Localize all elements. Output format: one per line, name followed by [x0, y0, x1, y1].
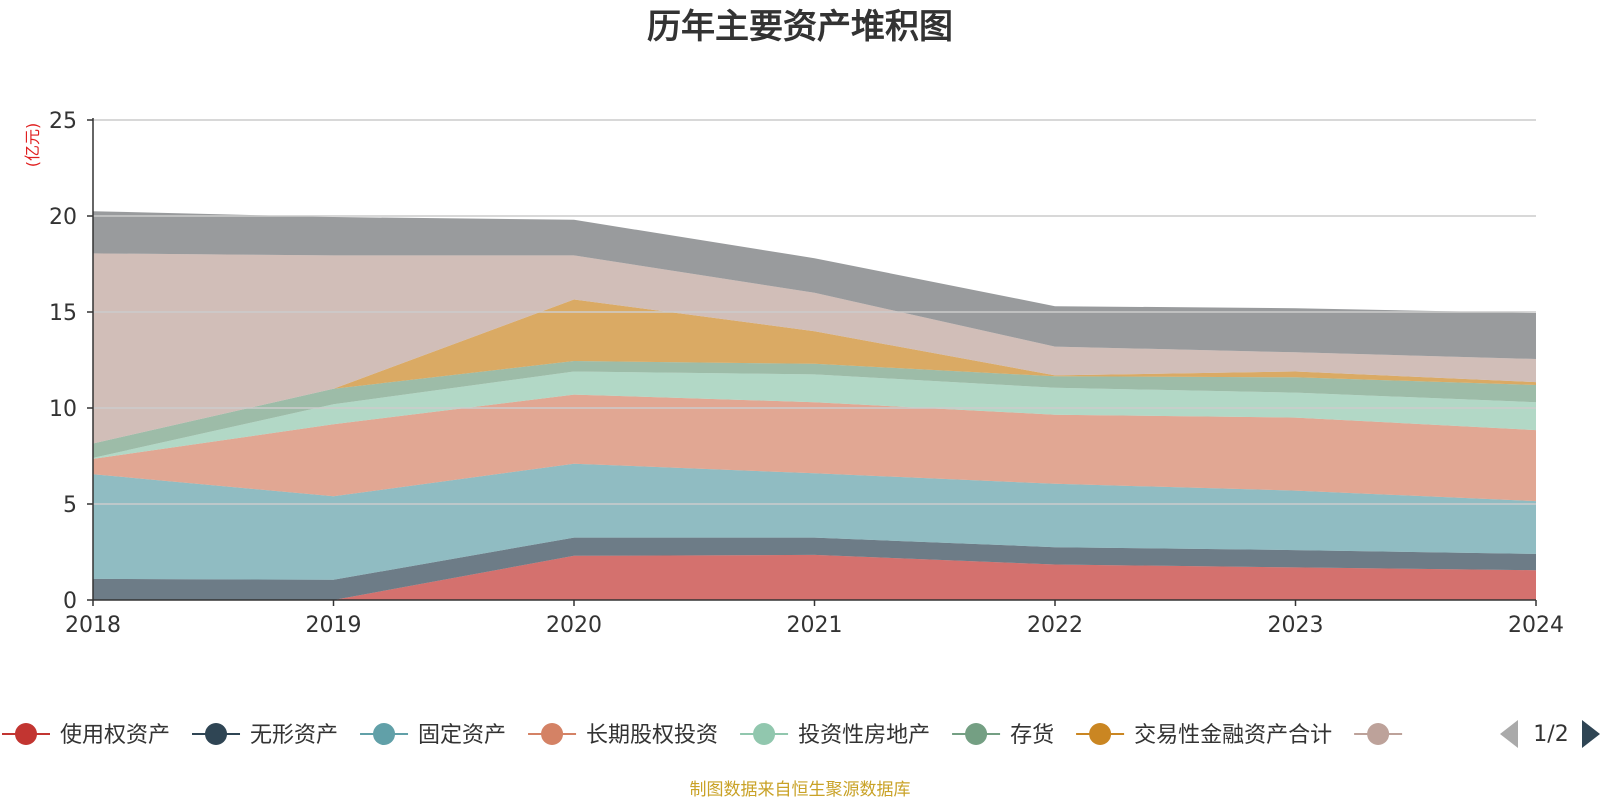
x-tick-label: 2024 [1508, 613, 1564, 638]
y-tick-label: 5 [63, 493, 77, 518]
legend-marker-icon [1089, 723, 1112, 745]
x-tick-label: 2018 [65, 613, 121, 638]
x-tick-label: 2020 [546, 613, 602, 638]
legend-marker-icon [965, 723, 988, 745]
y-tick-label: 10 [49, 397, 77, 422]
legend-marker-icon [1367, 723, 1390, 745]
area-series-3 [93, 463, 1536, 580]
legend-item-1[interactable]: 使用权资产 [2, 723, 170, 748]
area-series-6 [93, 361, 1536, 458]
legend-label: 长期股权投资 [586, 723, 718, 748]
legend-item-2[interactable]: 无形资产 [192, 723, 338, 748]
legend-label: 存货 [1010, 723, 1054, 748]
legend-marker-icon [753, 723, 776, 745]
legend-item-5[interactable]: 投资性房地产 [740, 723, 930, 748]
legend-page-indicator: 1/2 [1533, 722, 1568, 747]
legend-item-4[interactable]: 长期股权投资 [528, 723, 718, 748]
legend-item-7[interactable]: 交易性金融资产合计 [1076, 723, 1332, 748]
x-tick-label: 2021 [787, 613, 843, 638]
legend-marker-icon [205, 723, 228, 745]
y-tick-label: 0 [63, 589, 77, 614]
y-tick-label: 25 [49, 109, 77, 134]
legend-item-3[interactable]: 固定资产 [360, 723, 506, 748]
area-series-8 [93, 253, 1536, 444]
y-tick-label: 15 [49, 301, 77, 326]
legend-label: 投资性房地产 [798, 723, 930, 748]
area-series-4 [93, 394, 1536, 502]
area-series-7 [93, 299, 1536, 444]
y-axis-unit: (亿元) [23, 123, 42, 168]
legend-label: 使用权资产 [60, 723, 170, 748]
legend-marker-icon [373, 723, 396, 745]
legend-marker-icon [15, 723, 37, 745]
legend-item-6[interactable]: 存货 [952, 723, 1054, 748]
legend-pager: 1/2 [1500, 720, 1600, 748]
legend[interactable]: 使用权资产 无形资产 固定资产 长期股权投资 投资性房地产 存货 交易性金融资产合计 [2, 723, 1403, 748]
area-series-2 [93, 537, 1536, 600]
legend-label: 无形资产 [250, 723, 338, 748]
legend-label: 固定资产 [418, 723, 506, 748]
x-tick-label: 2022 [1027, 613, 1083, 638]
legend-marker-icon [541, 723, 564, 745]
data-source-note: 制图数据来自恒生聚源数据库 [690, 780, 911, 800]
x-tick-label: 2019 [306, 613, 362, 638]
axes: 0 5 10 15 20 25 2018 2019 2020 2021 2022 2023 2024 [49, 109, 1564, 638]
area-series-5 [93, 371, 1536, 459]
pager-next-icon[interactable] [1582, 720, 1600, 748]
area-series-9 [93, 211, 1536, 359]
x-tick-label: 2023 [1268, 613, 1324, 638]
y-tick-label: 20 [49, 205, 77, 230]
pager-prev-icon[interactable] [1500, 720, 1518, 748]
legend-item-8[interactable] [1354, 723, 1403, 745]
grid-lines [93, 119, 1536, 505]
area-series-1 [93, 554, 1536, 600]
area-series [93, 211, 1536, 600]
legend-label: 交易性金融资产合计 [1134, 723, 1332, 748]
chart-title: 历年主要资产堆积图 [647, 7, 953, 47]
